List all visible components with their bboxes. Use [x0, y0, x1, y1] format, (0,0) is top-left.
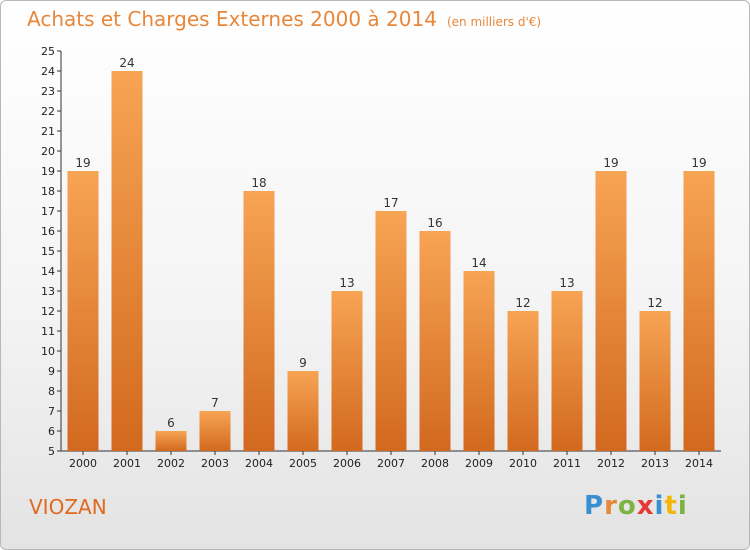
bar-2000	[67, 171, 99, 451]
x-tick-label: 2002	[157, 457, 185, 470]
bar-2007	[375, 211, 407, 451]
proxiti-logo[interactable]: Proxiti	[584, 491, 688, 521]
bar-value-label: 13	[339, 276, 354, 290]
chart-title-block: Achats et Charges Externes 2000 à 2014 (e…	[27, 7, 541, 31]
x-tick-label: 2014	[685, 457, 713, 470]
bar-2001	[111, 71, 143, 451]
logo-letter: P	[584, 491, 605, 521]
bar-2014	[683, 171, 715, 451]
y-tick-label: 8	[48, 385, 55, 398]
bar-value-label: 13	[559, 276, 574, 290]
x-tick-label: 2007	[377, 457, 405, 470]
logo-letter: r	[604, 491, 618, 521]
bar-2002	[155, 431, 187, 451]
logo-letter: i	[677, 491, 688, 521]
y-tick-label: 17	[41, 205, 55, 218]
bar-value-label: 18	[251, 176, 266, 190]
x-tick-label: 2012	[597, 457, 625, 470]
chart-axes: 5 6 7 8 9 10 11 12 13 14 15 16 17 18 19 20 21 22 23 24 25 200…	[41, 45, 721, 470]
bar-value-label: 6	[167, 416, 175, 430]
bar-2013	[639, 311, 671, 451]
bar-2006	[331, 291, 363, 451]
y-tick-label: 14	[41, 265, 55, 278]
bar-2008	[419, 231, 451, 451]
x-tick-label: 2005	[289, 457, 317, 470]
bar-2003	[199, 411, 231, 451]
y-tick-label: 12	[41, 305, 55, 318]
y-tick-label: 9	[48, 365, 55, 378]
chart-unit: (en milliers d'€)	[446, 15, 542, 29]
bar-2005	[287, 371, 319, 451]
y-tick-label: 10	[41, 345, 55, 358]
y-tick-label: 21	[41, 125, 55, 138]
y-tick-label: 16	[41, 225, 55, 238]
bar-2011	[551, 291, 583, 451]
logo-letter: i	[654, 491, 665, 521]
bar-value-label: 12	[647, 296, 662, 310]
x-tick-label: 2006	[333, 457, 361, 470]
bar-value-label: 19	[603, 156, 618, 170]
bar-2012	[595, 171, 627, 451]
y-tick-label: 11	[41, 325, 55, 338]
bar-2010	[507, 311, 539, 451]
bar-value-label: 9	[299, 356, 307, 370]
bar-value-label: 14	[471, 256, 486, 270]
x-tick-label: 2001	[113, 457, 141, 470]
bar-value-label: 19	[75, 156, 90, 170]
x-tick-label: 2003	[201, 457, 229, 470]
bar-value-label: 12	[515, 296, 530, 310]
chart-bars: 19 24 6 7 18 9 13 17 16 14 12 13 19 12 19	[67, 56, 715, 451]
y-tick-label: 23	[41, 85, 55, 98]
y-tick-label: 25	[41, 45, 55, 58]
y-tick-label: 20	[41, 145, 55, 158]
y-tick-label: 22	[41, 105, 55, 118]
y-tick-label: 19	[41, 165, 55, 178]
y-tick-label: 6	[48, 425, 55, 438]
y-tick-label: 7	[48, 405, 55, 418]
logo-letter: t	[664, 491, 678, 521]
x-tick-label: 2009	[465, 457, 493, 470]
bar-value-label: 24	[119, 56, 134, 70]
bar-value-label: 19	[691, 156, 706, 170]
y-tick-label: 13	[41, 285, 55, 298]
y-tick-label: 24	[41, 65, 55, 78]
y-tick-label: 18	[41, 185, 55, 198]
x-tick-label: 2004	[245, 457, 273, 470]
y-tick-label: 15	[41, 245, 55, 258]
x-tick-label: 2011	[553, 457, 581, 470]
bar-value-label: 17	[383, 196, 398, 210]
bar-2009	[463, 271, 495, 451]
bar-value-label: 7	[211, 396, 219, 410]
logo-letter: x	[636, 491, 655, 521]
bar-2004	[243, 191, 275, 451]
x-tick-label: 2013	[641, 457, 669, 470]
x-tick-label: 2010	[509, 457, 537, 470]
x-tick-label: 2008	[421, 457, 449, 470]
x-tick-label: 2000	[69, 457, 97, 470]
chart-title: Achats et Charges Externes 2000 à 2014	[27, 7, 437, 31]
logo-letter: o	[617, 491, 637, 521]
commune-name: VIOZAN	[29, 495, 107, 519]
bar-value-label: 16	[427, 216, 442, 230]
y-tick-label: 5	[48, 445, 55, 458]
